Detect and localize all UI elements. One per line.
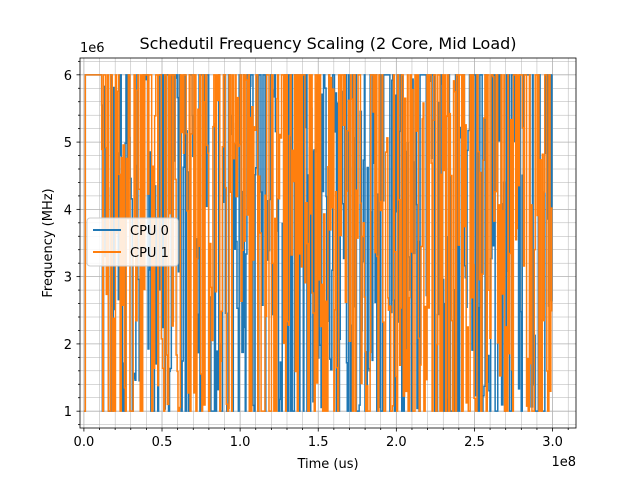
y-axis-label: Frequency (MHz) [41,188,56,297]
x-tick-label: 2.0 [386,435,407,450]
x-tick-label: 0.5 [152,435,173,450]
chart-title: Schedutil Frequency Scaling (2 Core, Mid… [139,34,516,53]
y-tick-label: 4 [64,203,72,218]
x-tick-label: 3.0 [542,435,563,450]
x-tick-label: 2.5 [464,435,485,450]
legend-label-cpu0: CPU 0 [130,224,169,239]
x-axis: 0.0 0.5 1.0 1.5 2.0 2.5 3.0 [74,428,569,450]
x-tick-label: 0.0 [74,435,95,450]
y-tick-label: 2 [64,338,72,353]
plot-frame [79,57,577,429]
x-tick-label: 1.0 [230,435,251,450]
y-tick-label: 6 [64,69,72,84]
legend-label-cpu1: CPU 1 [130,246,169,261]
y-tick-label: 3 [64,271,72,286]
y-axis: 1 2 3 4 5 6 [64,60,80,426]
x-tick-label: 1.5 [308,435,329,450]
y-tick-label: 1 [64,405,72,420]
series-line-cpu1 [83,74,553,412]
y-tick-label: 5 [64,136,72,151]
y-offset-label: 1e6 [80,41,105,56]
x-offset-label: 1e8 [551,455,576,470]
legend: CPU 0 CPU 1 [86,217,179,267]
series-layer [83,74,553,412]
x-axis-label: Time (us) [296,457,358,472]
